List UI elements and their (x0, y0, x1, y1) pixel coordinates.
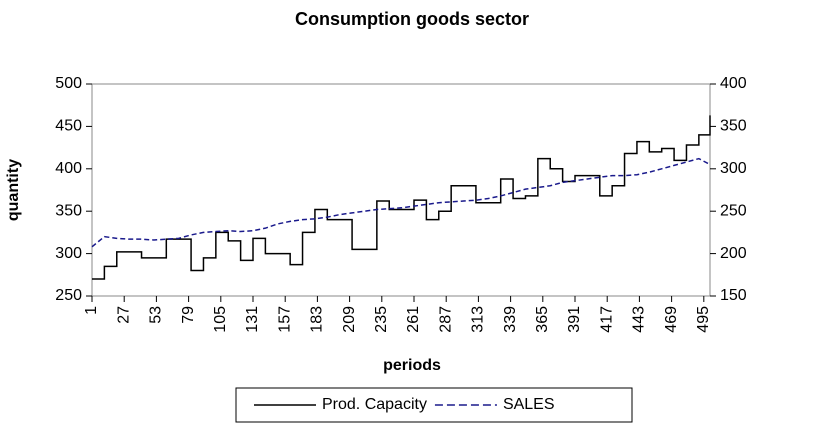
x-tick-label: 365 (534, 306, 551, 333)
x-tick-label: 53 (148, 306, 165, 324)
x-tick-label: 105 (212, 306, 229, 333)
x-tick-label: 417 (598, 306, 615, 333)
y2-tick-label: 150 (720, 287, 747, 304)
x-tick-label: 443 (631, 306, 648, 333)
series-line (92, 115, 711, 280)
x-axis-label: periods (383, 357, 441, 374)
y-tick-label: 300 (55, 245, 82, 262)
y-tick-label: 350 (55, 202, 82, 219)
y-tick-label: 500 (55, 75, 82, 92)
x-tick-label: 235 (373, 306, 390, 333)
y-tick-label: 250 (55, 287, 82, 304)
y2-tick-label: 200 (720, 245, 747, 262)
x-tick-label: 157 (276, 306, 293, 333)
y2-tick-label: 350 (720, 118, 747, 135)
x-tick-label: 131 (244, 306, 261, 333)
y2-tick-label: 400 (720, 75, 747, 92)
x-tick-label: 469 (663, 306, 680, 333)
y2-tick-label: 300 (720, 160, 747, 177)
x-tick-label: 391 (566, 306, 583, 333)
x-tick-label: 183 (309, 306, 326, 333)
x-tick-label: 339 (502, 306, 519, 333)
x-tick-label: 495 (695, 306, 712, 333)
legend-label: SALES (503, 396, 555, 413)
chart-title: Consumption goods sector (295, 9, 529, 29)
x-tick-label: 313 (470, 306, 487, 333)
y-axis-label: quantity (5, 159, 22, 221)
legend-box (235, 387, 633, 423)
plot-frame (91, 83, 711, 297)
y-tick-label: 400 (55, 160, 82, 177)
series-line (91, 157, 711, 248)
x-tick-label: 1 (83, 306, 100, 315)
x-tick-label: 209 (341, 306, 358, 333)
x-tick-label: 287 (437, 306, 454, 333)
legend-label: Prod. Capacity (322, 396, 427, 413)
y-tick-label: 450 (55, 118, 82, 135)
x-tick-label: 79 (180, 306, 197, 324)
y2-tick-label: 250 (720, 202, 747, 219)
x-tick-label: 261 (405, 306, 422, 333)
x-tick-label: 27 (115, 306, 132, 324)
